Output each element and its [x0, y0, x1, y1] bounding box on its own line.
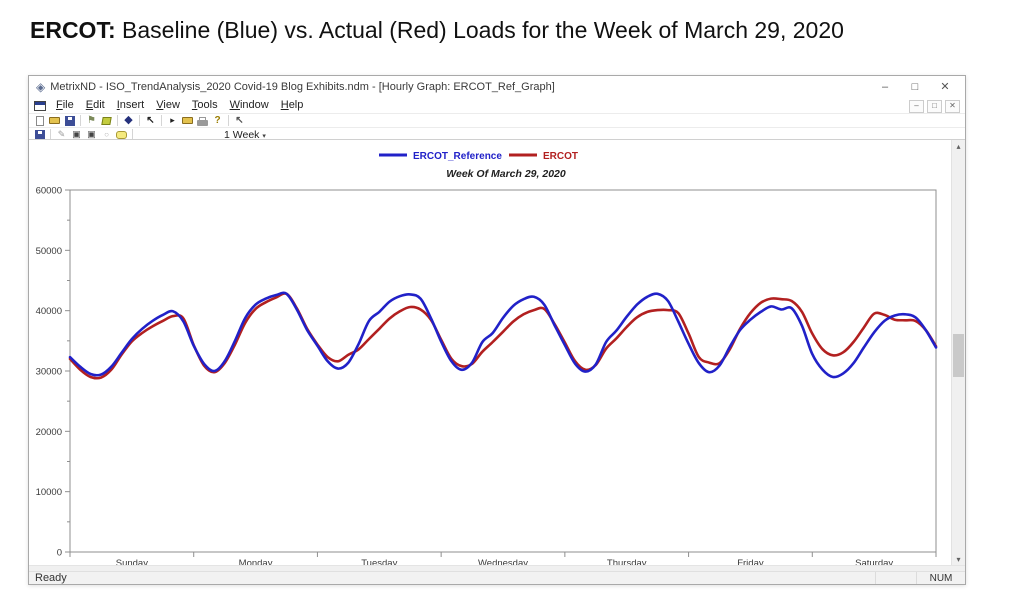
page-title-bold: ERCOT:: [30, 17, 116, 43]
y-tick-label: 20000: [36, 427, 62, 438]
mdi-restore-button[interactable]: □: [927, 100, 942, 113]
save-icon[interactable]: [62, 115, 77, 127]
mdi-minimize-button[interactable]: –: [909, 100, 924, 113]
menu-window[interactable]: Window: [229, 99, 269, 111]
bubble-icon[interactable]: [114, 129, 129, 141]
statusbar: Ready NUM: [29, 571, 965, 584]
new-icon[interactable]: [32, 115, 47, 127]
legend-label-reference: ERCOT_Reference: [413, 151, 502, 162]
help-icon[interactable]: ?: [214, 114, 221, 126]
x-tick-label: Tuesday: [361, 558, 397, 569]
toolbar-separator: [132, 129, 133, 140]
x-tick-label: Sunday: [116, 558, 148, 569]
menubar: File Edit Insert View Tools Window Help – □ ✕: [29, 98, 965, 113]
toolbar-separator: [50, 129, 51, 140]
window-icon[interactable]: ▣: [72, 129, 81, 139]
y-tick-label: 60000: [36, 186, 62, 197]
select-icon[interactable]: ↖: [235, 114, 244, 126]
titlebar[interactable]: ◈ MetrixND - ISO_TrendAnalysis_2020 Covi…: [29, 76, 965, 98]
sheets-icon[interactable]: [99, 115, 114, 127]
range-selector[interactable]: 1 Week ▾: [224, 128, 266, 141]
status-panels: NUM: [875, 572, 965, 584]
toolbar-main: ⚑ ◆ ↖ ▸? ↖: [29, 113, 965, 127]
metrixnd-logo-icon: ◈: [36, 80, 46, 94]
menu-file[interactable]: File: [56, 99, 74, 111]
play-icon[interactable]: ▸: [170, 115, 175, 125]
status-num: NUM: [916, 572, 965, 584]
chevron-down-icon: ▾: [262, 132, 266, 140]
toolbar-separator: [80, 115, 81, 126]
x-tick-label: Monday: [239, 558, 273, 569]
graph-client-area: 0 10000 20000 30000 40000 50000 60000 Sunday Mon…: [29, 139, 965, 569]
y-tick-label: 40000: [36, 306, 62, 317]
load-chart: 0 10000 20000 30000 40000 50000 60000 Sunday Mon…: [36, 151, 938, 569]
mdi-document-icon: [34, 100, 46, 111]
minimize-button[interactable]: –: [881, 81, 889, 93]
status-empty-cell: [875, 572, 916, 584]
status-ready: Ready: [35, 572, 67, 584]
maximize-button[interactable]: □: [911, 81, 919, 93]
window-controls: – □ ✕: [870, 77, 960, 97]
window-icon[interactable]: ▣: [87, 129, 96, 139]
close-button[interactable]: ✕: [940, 81, 950, 93]
series-ERCOT_Reference: [68, 291, 938, 379]
page-title: ERCOT: Baseline (Blue) vs. Actual (Red) …: [30, 17, 844, 44]
circle-icon[interactable]: ○: [104, 129, 109, 139]
scroll-down-arrow-icon[interactable]: ▾: [956, 555, 961, 564]
pen-icon[interactable]: ✎: [57, 129, 66, 139]
flag-icon[interactable]: ⚑: [87, 114, 96, 126]
print-icon[interactable]: [195, 115, 210, 127]
page-title-rest: Baseline (Blue) vs. Actual (Red) Loads f…: [115, 17, 844, 43]
x-tick-label: Friday: [737, 558, 764, 569]
menu-edit[interactable]: Edit: [85, 99, 105, 111]
plot-frame: [69, 189, 937, 553]
toolbar-separator: [161, 115, 162, 126]
y-tick-label: 50000: [36, 246, 62, 257]
saveall-icon[interactable]: [32, 129, 47, 141]
menu-items: File Edit Insert View Tools Window Help: [50, 98, 309, 113]
vertical-scrollbar[interactable]: ▴ ▾: [951, 140, 965, 566]
window-title: MetrixND - ISO_TrendAnalysis_2020 Covid-…: [50, 81, 555, 93]
x-tick-label: Wednesday: [478, 558, 528, 569]
toolbar-separator: [228, 115, 229, 126]
metrixnd-window: ◈ MetrixND - ISO_TrendAnalysis_2020 Covi…: [28, 75, 966, 585]
mdi-close-button[interactable]: ✕: [945, 100, 960, 113]
menu-help[interactable]: Help: [280, 99, 304, 111]
scroll-up-arrow-icon[interactable]: ▴: [956, 142, 961, 151]
x-tick-label: Saturday: [855, 558, 893, 569]
toolbar-separator: [117, 115, 118, 126]
mdi-window-controls: – □ ✕: [909, 100, 960, 113]
legend-label-actual: ERCOT: [543, 151, 578, 162]
open-icon[interactable]: [47, 115, 62, 127]
diamond-icon[interactable]: ◆: [124, 114, 133, 126]
menu-view[interactable]: View: [156, 99, 180, 111]
scrollbar-thumb[interactable]: [953, 334, 964, 377]
y-tick-label: 30000: [36, 367, 62, 378]
menu-tools[interactable]: Tools: [191, 99, 218, 111]
toolbar-separator: [139, 115, 140, 126]
pointer-icon[interactable]: ↖: [146, 114, 155, 126]
menu-insert[interactable]: Insert: [116, 99, 145, 111]
export-icon[interactable]: [180, 115, 195, 127]
x-tick-label: Thursday: [607, 558, 647, 569]
toolbar-graph: ✎ ▣ ▣ ○ 1 Week ▾: [29, 127, 965, 141]
horizontal-scrollbar[interactable]: [29, 565, 965, 571]
y-tick-label: 0: [57, 548, 62, 559]
chart-title: Week Of March 29, 2020: [446, 168, 566, 180]
y-tick-label: 10000: [36, 487, 62, 498]
